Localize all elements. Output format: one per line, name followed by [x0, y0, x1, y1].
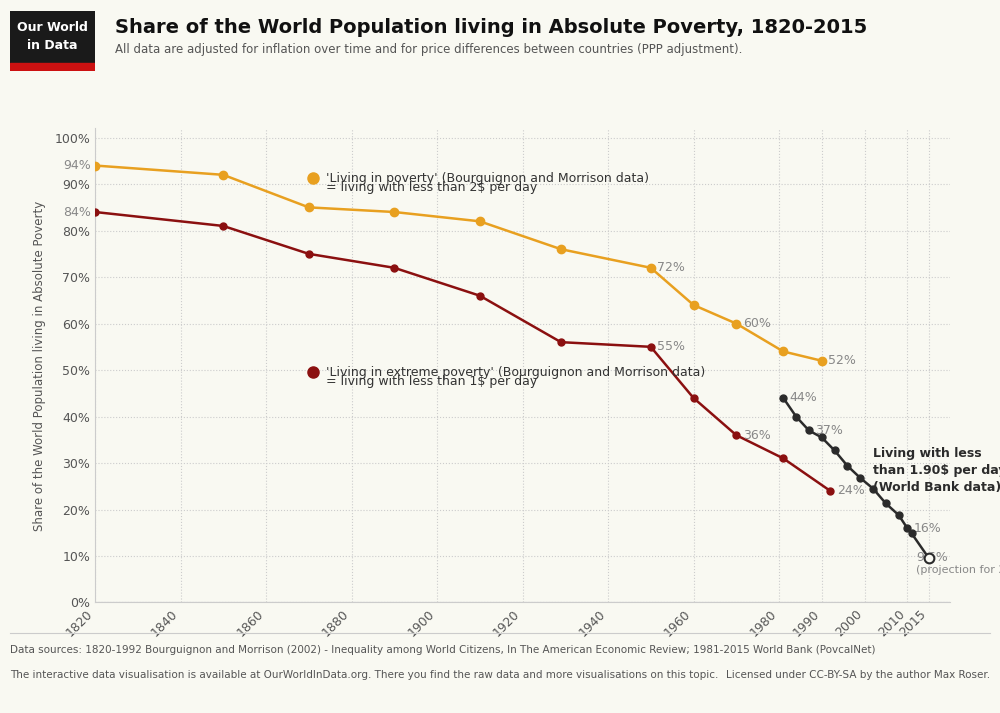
Text: 9.6%: 9.6% — [916, 551, 948, 565]
Text: 60%: 60% — [743, 317, 771, 330]
Text: 52%: 52% — [828, 354, 856, 367]
Text: The interactive data visualisation is available at OurWorldInData.org. There you: The interactive data visualisation is av… — [10, 670, 718, 680]
Text: Licensed under CC-BY-SA by the author Max Roser.: Licensed under CC-BY-SA by the author Ma… — [726, 670, 990, 680]
Text: 44%: 44% — [790, 391, 817, 404]
Text: = living with less than 2$ per day: = living with less than 2$ per day — [326, 181, 537, 194]
Bar — [10, 63, 95, 71]
Text: in Data: in Data — [27, 39, 78, 52]
Text: = living with less than 1$ per day: = living with less than 1$ per day — [326, 375, 537, 388]
Text: 84%: 84% — [63, 205, 91, 218]
Text: Share of the World Population living in Absolute Poverty, 1820-2015: Share of the World Population living in … — [115, 18, 867, 37]
Text: 94%: 94% — [63, 159, 91, 172]
Text: Living with less
than 1.90$ per day
(World Bank data): Living with less than 1.90$ per day (Wor… — [873, 446, 1000, 493]
Text: 16%: 16% — [914, 522, 941, 535]
Text: Our World: Our World — [17, 21, 88, 34]
Text: 55%: 55% — [657, 340, 685, 354]
Text: 36%: 36% — [743, 429, 770, 441]
Text: 37%: 37% — [815, 424, 843, 437]
Text: (projection for 2015): (projection for 2015) — [916, 565, 1000, 575]
Text: Data sources: 1820-1992 Bourguignon and Morrison (2002) - Inequality among World: Data sources: 1820-1992 Bourguignon and … — [10, 645, 876, 655]
Text: 24%: 24% — [837, 484, 864, 498]
Text: All data are adjusted for inflation over time and for price differences between : All data are adjusted for inflation over… — [115, 43, 742, 56]
Text: 'Living in poverty' (Bourguignon and Morrison data): 'Living in poverty' (Bourguignon and Mor… — [326, 172, 649, 185]
Text: 'Living in extreme poverty' (Bourguignon and Morrison data): 'Living in extreme poverty' (Bourguignon… — [326, 366, 705, 379]
Text: 72%: 72% — [657, 261, 685, 275]
Y-axis label: Share of the World Population living in Absolute Poverty: Share of the World Population living in … — [33, 200, 46, 530]
